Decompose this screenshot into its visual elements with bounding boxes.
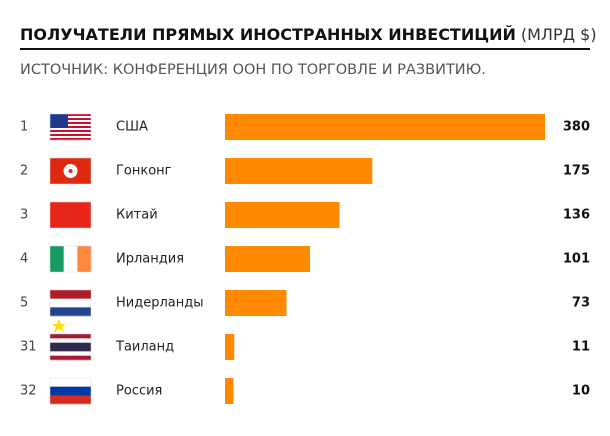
chart-title: ПОЛУЧАТЕЛИ ПРЯМЫХ ИНОСТРАННЫХ ИНВЕСТИЦИЙ… [20, 25, 597, 44]
flag-stripe [50, 246, 64, 272]
bar [225, 202, 340, 228]
rank-label: 32 [20, 384, 37, 399]
category-label: Нидерланды [116, 296, 204, 311]
flag-stripe [50, 378, 91, 387]
rank-label: 2 [20, 164, 28, 179]
flag-stripe [50, 307, 91, 317]
flag-border [49, 201, 92, 229]
bar [225, 290, 287, 316]
flag-stripe [50, 138, 91, 141]
flag [49, 245, 92, 273]
flag [49, 201, 92, 332]
flag-stripe [50, 126, 91, 129]
flag-stripe [50, 120, 91, 123]
rank-label: 1 [20, 120, 28, 135]
rank-label: 3 [20, 208, 28, 223]
flag-stripe [50, 298, 91, 308]
flag-stripe [50, 351, 91, 356]
rank-label: 31 [20, 340, 37, 355]
rank-label: 4 [20, 252, 28, 267]
chart-subtitle: ИСТОЧНИК: КОНФЕРЕНЦИЯ ООН ПО ТОРГОВЛЕ И … [20, 62, 486, 78]
flag-canton [50, 114, 68, 128]
bar [225, 334, 235, 360]
flag-stripe [50, 342, 91, 348]
value-label: 380 [563, 120, 590, 135]
bar [225, 378, 234, 404]
value-label: 175 [563, 164, 590, 179]
flag-stripe [50, 118, 91, 121]
flag [49, 157, 92, 185]
flag-stripe [50, 136, 91, 139]
value-label: 101 [563, 252, 590, 267]
bar [225, 114, 545, 140]
flag-border [49, 113, 92, 141]
flag-stripe [50, 128, 91, 131]
flag [49, 289, 92, 317]
rank-label: 5 [20, 296, 28, 311]
flag-stripe [50, 122, 91, 125]
flag-stripe [50, 338, 91, 343]
category-label: США [116, 120, 148, 135]
flag-stripe [77, 246, 92, 272]
flag-stripe [50, 290, 91, 299]
flag-stripe [50, 355, 91, 361]
flag-border [49, 377, 92, 405]
flag-stripe [50, 347, 91, 352]
flag-stripe [50, 395, 91, 405]
flag [49, 333, 92, 361]
category-label: Китай [116, 208, 158, 223]
flag-border [49, 157, 92, 185]
bar [225, 246, 311, 272]
flag-border [49, 245, 92, 273]
value-label: 136 [563, 208, 590, 223]
bar [225, 158, 373, 184]
value-label: 11 [572, 340, 590, 355]
flag-border [49, 333, 92, 361]
title-unit: (МЛРД $) [521, 25, 597, 44]
title-main: ПОЛУЧАТЕЛИ ПРЯМЫХ ИНОСТРАННЫХ ИНВЕСТИЦИЙ [20, 25, 516, 44]
flag-stripe [63, 246, 78, 272]
flag-field [50, 202, 91, 228]
flag-stripe [50, 132, 91, 135]
flag-stripe [50, 130, 91, 133]
flag-stripe [50, 114, 91, 117]
value-label: 10 [572, 384, 590, 399]
flag [49, 113, 92, 141]
category-label: Россия [116, 384, 162, 399]
category-label: Ирландия [116, 252, 184, 267]
category-label: Гонконг [116, 164, 172, 179]
value-label: 73 [572, 296, 590, 311]
flag [49, 377, 92, 405]
category-label: Таиланд [115, 340, 174, 355]
flag-emblem-center [68, 169, 73, 173]
flag-star [52, 319, 66, 332]
flag-stripe [50, 124, 91, 127]
flag-stripe [50, 386, 91, 396]
flag-border [49, 289, 92, 317]
flag-stripe [50, 116, 91, 119]
flag-stripe [50, 334, 91, 339]
flag-stripe [50, 134, 91, 137]
